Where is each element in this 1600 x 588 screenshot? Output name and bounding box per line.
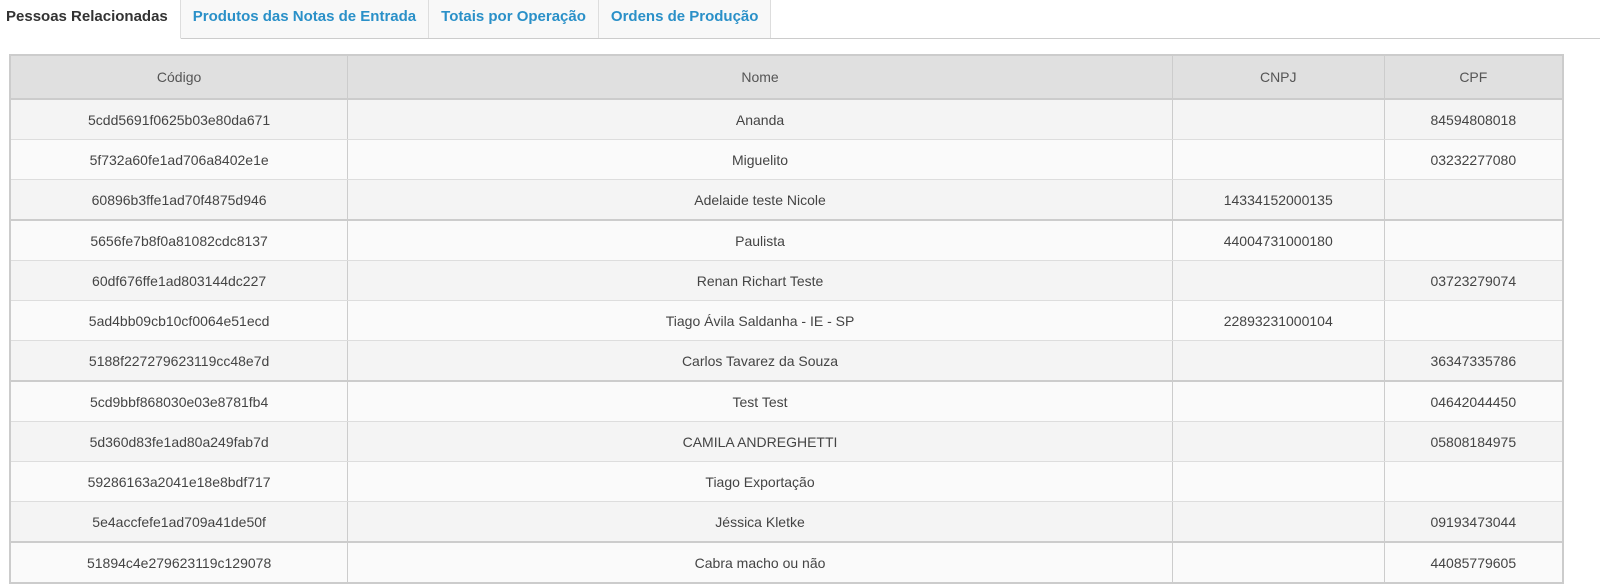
cpf-cell: 05808184975 [1384,421,1564,462]
codigo-cell: 5d360d83fe1ad80a249fab7d [10,421,349,462]
nome-cell: Adelaide teste Nicole [347,179,1173,221]
cpf-cell [1384,179,1564,221]
table-row[interactable]: 5f732a60fe1ad706a8402e1e Miguelito 0323227… [10,139,1564,180]
nome-cell: Carlos Tavarez da Souza [347,340,1173,382]
cnpj-cell: 22893231000104 [1172,300,1385,341]
cpf-cell: 04642044450 [1384,381,1564,422]
cpf-cell: 09193473044 [1384,501,1564,543]
tab-pessoas-relacionadas[interactable]: Pessoas Relacionadas [0,0,181,39]
nome-cell: Cabra macho ou não [347,542,1173,584]
codigo-cell: 59286163a2041e18e8bdf717 [10,461,349,502]
column-header[interactable]: Nome [347,55,1173,100]
table-row[interactable]: 59286163a2041e18e8bdf717 Tiago Exportação [10,461,1564,502]
tab-bar: Pessoas Relacionadas Produtos das Notas d… [0,0,1600,39]
cpf-cell: 03232277080 [1384,139,1564,180]
codigo-cell: 5ad4bb09cb10cf0064e51ecd [10,300,349,341]
codigo-cell: 5f732a60fe1ad706a8402e1e [10,139,349,180]
cnpj-cell [1172,461,1385,502]
cpf-cell: 36347335786 [1384,340,1564,382]
nome-cell: Jéssica Kletke [347,501,1173,543]
table-row[interactable]: 5cd9bbf868030e03e8781fb4 Test Test 0464204… [10,381,1564,422]
cnpj-cell [1172,139,1385,180]
table-row[interactable]: 51894c4e279623119c129078 Cabra macho ou n… [10,542,1564,584]
cnpj-cell [1172,542,1385,584]
tab-ordens-de-produ-o[interactable]: Ordens de Produção [598,0,772,38]
cpf-cell: 84594808018 [1384,99,1564,140]
nome-cell: Test Test [347,381,1173,422]
cnpj-cell: 44004731000180 [1172,220,1385,261]
codigo-cell: 60df676ffe1ad803144dc227 [10,260,349,301]
codigo-cell: 5188f227279623119cc48e7d [10,340,349,382]
codigo-cell: 5656fe7b8f0a81082cdc8137 [10,220,349,261]
cnpj-cell [1172,381,1385,422]
tab-totais-por-opera-o[interactable]: Totais por Operação [429,0,599,38]
nome-cell: Renan Richart Teste [347,260,1173,301]
codigo-cell: 51894c4e279623119c129078 [10,542,349,584]
cpf-cell [1384,300,1564,341]
people-table: Código Nome CNPJ CPF 5cdd5691f0625b03e80da6… [9,54,1564,584]
nome-cell: CAMILA ANDREGHETTI [347,421,1173,462]
cpf-cell [1384,461,1564,502]
codigo-cell: 60896b3ffe1ad70f4875d946 [10,179,349,221]
cnpj-cell [1172,421,1385,462]
codigo-cell: 5cd9bbf868030e03e8781fb4 [10,381,349,422]
table-row[interactable]: 5e4accfefe1ad709a41de50f Jéssica Kletke 09… [10,501,1564,543]
column-header[interactable]: CPF [1384,55,1564,100]
codigo-cell: 5e4accfefe1ad709a41de50f [10,501,349,543]
table-row[interactable]: 5d360d83fe1ad80a249fab7d CAMILA ANDREGHET… [10,421,1564,462]
cnpj-cell: 14334152000135 [1172,179,1385,221]
table-row[interactable]: 5656fe7b8f0a81082cdc8137 Paulista 44004731… [10,220,1564,261]
nome-cell: Tiago Ávila Saldanha - IE - SP [347,300,1173,341]
nome-cell: Ananda [347,99,1173,140]
table-row[interactable]: 60896b3ffe1ad70f4875d946 Adelaide teste N… [10,179,1564,221]
column-header[interactable]: CNPJ [1172,55,1385,100]
cnpj-cell [1172,260,1385,301]
table-header-row: Código Nome CNPJ CPF [10,55,1564,100]
cpf-cell: 03723279074 [1384,260,1564,301]
cnpj-cell [1172,501,1385,543]
cnpj-cell [1172,340,1385,382]
codigo-cell: 5cdd5691f0625b03e80da671 [10,99,349,140]
nome-cell: Paulista [347,220,1173,261]
table-row[interactable]: 60df676ffe1ad803144dc227 Renan Richart Te… [10,260,1564,301]
table-row[interactable]: 5ad4bb09cb10cf0064e51ecd Tiago Ávila Sald… [10,300,1564,341]
cnpj-cell [1172,99,1385,140]
cpf-cell: 44085779605 [1384,542,1564,584]
table-row[interactable]: 5cdd5691f0625b03e80da671 Ananda 8459480801… [10,99,1564,140]
nome-cell: Tiago Exportação [347,461,1173,502]
nome-cell: Miguelito [347,139,1173,180]
table-row[interactable]: 5188f227279623119cc48e7d Carlos Tavarez d… [10,340,1564,382]
cpf-cell [1384,220,1564,261]
tab-produtos-das-notas-de-entrada[interactable]: Produtos das Notas de Entrada [180,0,430,38]
column-header[interactable]: Código [10,55,349,100]
